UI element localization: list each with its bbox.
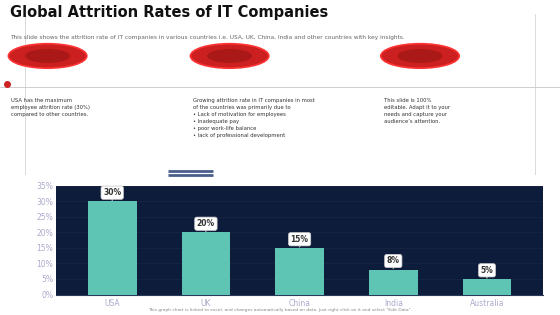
Text: USA has the maximum
employee attrition rate (30%)
compared to other countries.: USA has the maximum employee attrition r… bbox=[11, 98, 90, 117]
Circle shape bbox=[8, 44, 87, 68]
Circle shape bbox=[207, 49, 252, 63]
Text: Attrition  Rates in Top Five Countries  (in %): Attrition Rates in Top Five Countries (i… bbox=[214, 169, 424, 178]
Circle shape bbox=[190, 44, 269, 68]
Bar bbox=[88, 201, 137, 295]
Circle shape bbox=[381, 44, 459, 68]
Text: This slide shows the attrition rate of IT companies in various countries i.e. US: This slide shows the attrition rate of I… bbox=[10, 35, 405, 40]
Bar bbox=[463, 279, 511, 295]
Bar bbox=[369, 270, 418, 295]
Text: 30%: 30% bbox=[103, 188, 122, 200]
Text: 15%: 15% bbox=[291, 235, 309, 247]
Text: This graph chart is linked to excel, and changes automatically based on data. Ju: This graph chart is linked to excel, and… bbox=[148, 308, 412, 312]
Text: 20%: 20% bbox=[197, 219, 215, 232]
Circle shape bbox=[25, 49, 70, 63]
Text: 5%: 5% bbox=[480, 266, 493, 278]
Text: This slide is 100%
editable. Adapt it to your
needs and capture your
audience’s : This slide is 100% editable. Adapt it to… bbox=[384, 98, 450, 124]
Text: Global Attrition Rates of IT Companies: Global Attrition Rates of IT Companies bbox=[10, 5, 328, 20]
Bar bbox=[181, 232, 230, 295]
Bar bbox=[276, 248, 324, 295]
Text: 8%: 8% bbox=[387, 256, 400, 269]
Circle shape bbox=[398, 49, 442, 63]
Text: Growing attrition rate in IT companies in most
of the countries was primarily du: Growing attrition rate in IT companies i… bbox=[193, 98, 315, 138]
